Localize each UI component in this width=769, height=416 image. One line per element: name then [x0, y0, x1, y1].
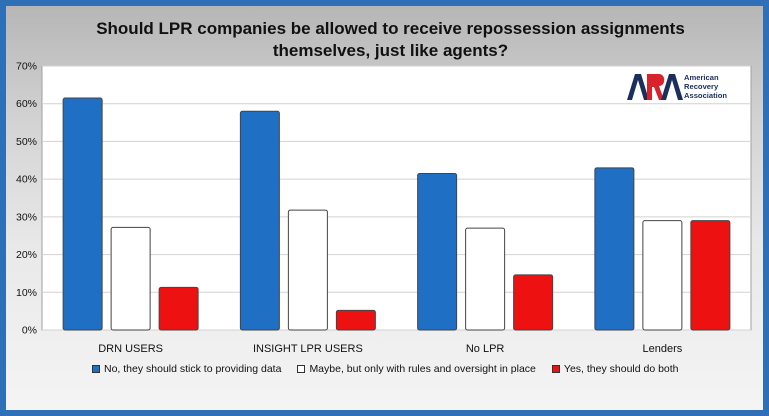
x-category-label: DRN USERS	[98, 343, 163, 355]
logo-line-2: Recovery	[684, 82, 719, 91]
x-category-label: INSIGHT LPR USERS	[253, 343, 363, 355]
legend-swatch-blue	[92, 365, 100, 373]
ara-logo-mark	[627, 74, 683, 100]
legend-item-yes: Yes, they should do both	[551, 363, 679, 375]
x-category-label: No LPR	[466, 343, 505, 355]
bar-maybe	[110, 226, 151, 331]
chart-title-line-2: themselves, just like agents?	[272, 41, 509, 60]
bar-no	[417, 172, 458, 331]
chart-legend: No, they should stick to providing data …	[92, 363, 732, 375]
bar-no	[239, 110, 280, 331]
ara-logo-text: American Recovery Association	[684, 73, 727, 100]
bar-maybe	[642, 220, 683, 331]
y-tick-label: 70%	[16, 61, 37, 73]
ara-logo: American Recovery Association	[626, 72, 742, 102]
y-tick-label: 60%	[16, 98, 37, 110]
logo-line-3: Association	[684, 91, 728, 100]
legend-item-maybe: Maybe, but only with rules and oversight…	[297, 363, 536, 375]
logo-line-1: American	[684, 73, 719, 82]
y-tick-label: 30%	[16, 211, 37, 223]
bar-yes	[335, 309, 376, 331]
legend-item-no: No, they should stick to providing data	[92, 363, 281, 375]
bar-maybe	[287, 209, 328, 331]
legend-swatch-red	[551, 365, 560, 373]
bar-yes	[513, 274, 554, 331]
bar-no	[594, 167, 635, 331]
x-category-label: Lenders	[642, 343, 682, 355]
legend-label-no: No, they should stick to providing data	[104, 363, 282, 375]
bar-maybe	[465, 227, 506, 331]
chart-title-line-1: Should LPR companies be allowed to recei…	[96, 19, 685, 38]
y-tick-label: 50%	[16, 136, 37, 148]
y-tick-label: 20%	[16, 249, 37, 261]
legend-label-yes: Yes, they should do both	[563, 363, 679, 375]
bar-yes	[690, 220, 731, 331]
legend-label-maybe: Maybe, but only with rules and oversight…	[309, 363, 536, 375]
bar-no	[62, 97, 103, 331]
y-tick-label: 0%	[22, 325, 37, 337]
bar-yes	[158, 286, 199, 331]
y-tick-label: 40%	[16, 174, 37, 186]
y-tick-label: 10%	[16, 287, 37, 299]
chart-title: Should LPR companies be allowed to recei…	[26, 18, 755, 62]
legend-swatch-white	[297, 365, 306, 373]
